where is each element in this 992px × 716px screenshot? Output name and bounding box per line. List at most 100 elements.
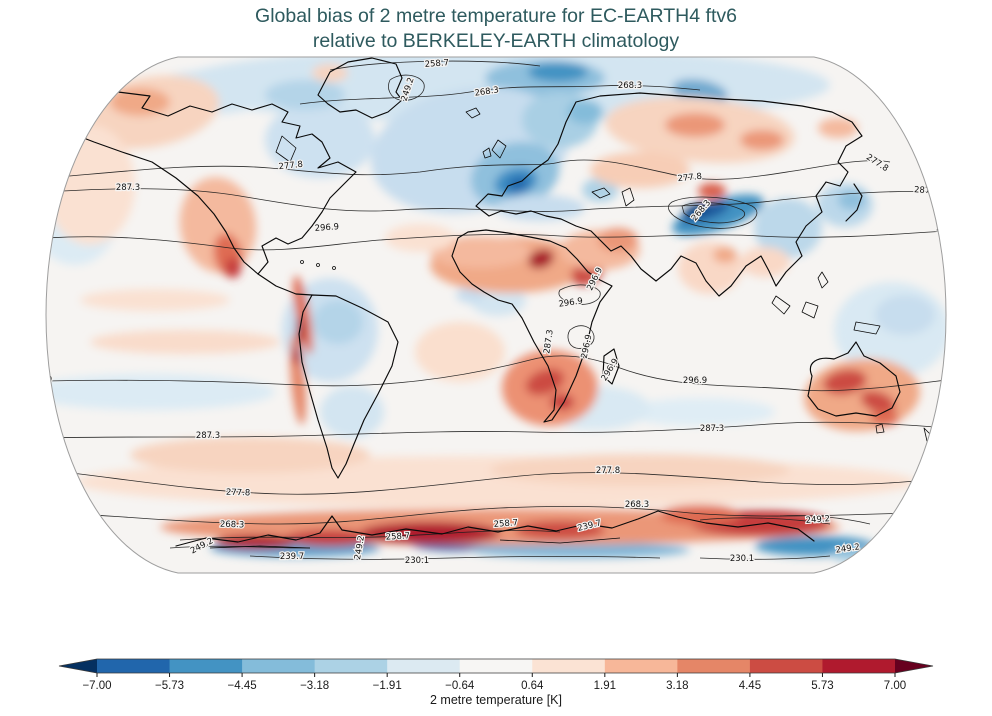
isotherm-label: 296.9 [558, 296, 583, 309]
bias-blob [528, 249, 554, 269]
bias-blob [293, 345, 301, 365]
isotherm-label: 249.2 [835, 542, 860, 555]
bias-blob [313, 300, 363, 344]
bias-blob [528, 62, 588, 82]
bias-blob [490, 454, 790, 486]
bias-blob [225, 258, 241, 278]
colorbar-tick-label: 3.18 [666, 680, 688, 692]
colorbar-tick-label: 7.00 [884, 680, 906, 692]
colorbar-tick-label: 0.64 [521, 680, 544, 692]
colorbar-segment [822, 659, 896, 673]
isotherm-label: 287.3 [196, 431, 220, 441]
isotherm-label: 277.8 [677, 172, 702, 184]
isotherm-label: 287.3 [700, 424, 724, 434]
bias-blob [713, 247, 737, 263]
bias-blob [683, 202, 711, 216]
colorbar-tick-label: −3.18 [300, 680, 329, 692]
isotherm-label: 296.9 [936, 223, 961, 236]
bias-blob [130, 437, 370, 473]
world-map: 258.7 249.2 268.3 268.3 277.8 287.3 296.9 277.8… [28, 57, 961, 573]
isotherm-label: 296.9 [683, 376, 707, 386]
isotherm-label: 287.3 [542, 329, 555, 354]
colorbar-segment [749, 659, 823, 673]
bias-blob [385, 224, 455, 252]
isotherm-label: 277.8 [596, 466, 620, 476]
plot-title: Global bias of 2 metre temperature for E… [0, 4, 992, 54]
isotherm-contour-lines [46, 60, 946, 560]
bias-blob [285, 530, 375, 546]
colorbar-tick-label: 1.91 [594, 680, 616, 692]
isotherm-label: 268.3 [474, 85, 499, 98]
isotherm-label: 277.8 [226, 488, 251, 499]
colorbar-extend-right [895, 659, 933, 673]
bias-blob [625, 398, 775, 426]
bias-blob [320, 386, 384, 438]
bias-blob [740, 130, 784, 150]
colorbar-label: 2 metre temperature [K] [430, 693, 562, 707]
bias-blob [871, 410, 899, 426]
bias-blob [567, 100, 603, 124]
isotherm-label: 268.3 [220, 520, 245, 531]
bias-blob [46, 374, 275, 410]
plot-title-line1: Global bias of 2 metre temperature for E… [255, 5, 737, 27]
isotherm-label: 287.3 [914, 185, 939, 197]
isotherm-labels: 258.7 249.2 268.3 268.3 277.8 287.3 296.9 277.8… [28, 57, 961, 567]
isotherm-label: 296.9 [28, 375, 52, 385]
colorbar-segment [604, 659, 678, 673]
bias-blob [660, 505, 740, 525]
colorbar-segment [314, 659, 388, 673]
bias-blob [823, 369, 867, 395]
bias-blob [754, 198, 822, 258]
coastlines [61, 57, 942, 549]
colorbar-segment [532, 659, 606, 673]
colorbar-tick-label: −7.00 [82, 680, 111, 692]
map-projection-outline [45, 56, 947, 574]
colorbar-segment [387, 659, 461, 673]
bias-blob [265, 80, 345, 110]
bias-blob [470, 542, 690, 558]
bias-blob [875, 295, 935, 335]
bias-blob [598, 228, 638, 252]
bias-blob [680, 200, 730, 224]
isotherm-label: 268.3 [625, 500, 649, 510]
colorbar-tick-label: 4.45 [739, 680, 761, 692]
bias-blob [90, 330, 280, 354]
isotherm-label: 258.7 [493, 518, 518, 530]
colorbar-tick-label: −4.45 [228, 680, 257, 692]
bias-blob [665, 113, 725, 137]
colorbar-segment [97, 659, 171, 673]
isotherm-label: 230.1 [730, 554, 754, 564]
isotherm-label: 249.2 [805, 514, 830, 526]
bias-blob [698, 183, 726, 199]
colorbar-segment [677, 659, 751, 673]
colorbar-tick-label: −0.64 [445, 680, 475, 692]
bias-blob [525, 368, 565, 396]
bias-blob [456, 287, 484, 303]
isotherm-label: 239.7 [280, 552, 304, 562]
bias-blob [818, 118, 858, 138]
bias-blob [415, 322, 505, 382]
colorbar [58, 658, 934, 674]
colorbar-segment [169, 659, 243, 673]
bias-blob [740, 247, 790, 277]
bias-blob [550, 394, 574, 410]
bias-blob [80, 289, 230, 311]
bias-blob [860, 390, 896, 414]
bias-blob [110, 88, 170, 116]
bias-blob [215, 535, 295, 549]
colorbar-segment [459, 659, 533, 673]
isotherm-label: 268.3 [618, 81, 642, 91]
colorbar-tick-label: −1.91 [373, 680, 402, 692]
isotherm-label: 230.1 [405, 556, 429, 566]
colorbar-tick-label: −5.73 [155, 680, 184, 692]
bias-blob [590, 152, 690, 188]
bias-blob [495, 195, 585, 221]
isotherm-label: 277.8 [278, 160, 303, 172]
isotherm-label: 296.9 [314, 222, 339, 234]
colorbar-segment [242, 659, 316, 673]
isotherm-label: 258.7 [424, 58, 449, 70]
isotherm-label: 258.7 [385, 531, 410, 542]
plot-title-line2: relative to BERKELEY-EARTH climatology [312, 30, 680, 52]
